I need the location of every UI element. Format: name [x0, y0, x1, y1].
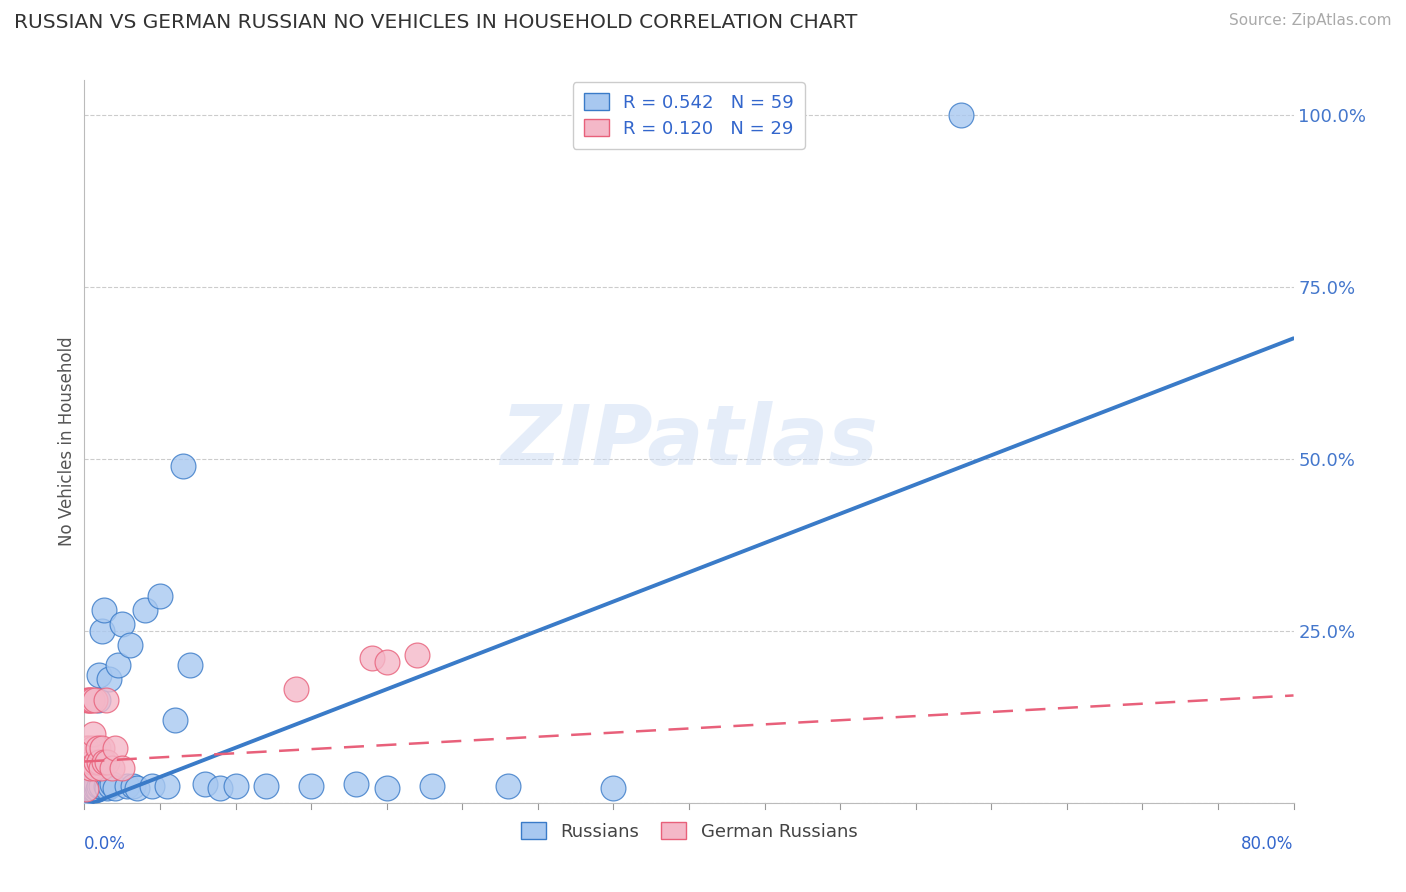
- Point: [84, 783, 107, 797]
- Point: [87, 782, 110, 797]
- Y-axis label: No Vehicles in Household: No Vehicles in Household: [58, 336, 76, 547]
- Point: [100, 761, 122, 775]
- Point: [80, 780, 103, 795]
- Point: [165, 713, 187, 727]
- Point: [285, 682, 308, 697]
- Point: [225, 779, 247, 793]
- Point: [100, 776, 122, 790]
- Point: [121, 779, 143, 793]
- Point: [360, 651, 382, 665]
- Point: [82, 773, 104, 788]
- Point: [79, 761, 101, 775]
- Point: [93, 755, 115, 769]
- Point: [77, 780, 100, 795]
- Point: [94, 692, 117, 706]
- Point: [77, 772, 100, 786]
- Point: [79, 692, 101, 706]
- Point: [77, 783, 100, 797]
- Point: [84, 692, 107, 706]
- Point: [89, 755, 111, 769]
- Point: [496, 779, 519, 793]
- Point: [115, 779, 138, 793]
- Point: [89, 779, 111, 793]
- Point: [111, 616, 134, 631]
- Point: [89, 668, 111, 682]
- Point: [79, 775, 101, 789]
- Text: ZIPatlas: ZIPatlas: [501, 401, 877, 482]
- Point: [76, 755, 98, 769]
- Point: [209, 780, 232, 795]
- Point: [77, 776, 100, 790]
- Point: [75, 740, 97, 755]
- Point: [97, 672, 120, 686]
- Point: [77, 740, 100, 755]
- Point: [80, 755, 103, 769]
- Point: [156, 779, 179, 793]
- Point: [75, 782, 97, 797]
- Point: [75, 782, 97, 797]
- Point: [254, 779, 277, 793]
- Point: [82, 740, 104, 755]
- Point: [82, 779, 104, 793]
- Point: [77, 692, 100, 706]
- Point: [80, 692, 103, 706]
- Point: [82, 782, 104, 797]
- Point: [96, 755, 118, 769]
- Text: 80.0%: 80.0%: [1241, 835, 1294, 854]
- Point: [194, 776, 217, 790]
- Point: [80, 783, 103, 797]
- Point: [118, 638, 141, 652]
- Point: [149, 590, 172, 604]
- Point: [96, 780, 118, 795]
- Point: [179, 658, 201, 673]
- Point: [375, 780, 398, 795]
- Point: [104, 780, 127, 795]
- Point: [76, 775, 98, 789]
- Point: [90, 779, 112, 793]
- Point: [82, 727, 104, 741]
- Text: RUSSIAN VS GERMAN RUSSIAN NO VEHICLES IN HOUSEHOLD CORRELATION CHART: RUSSIAN VS GERMAN RUSSIAN NO VEHICLES IN…: [14, 13, 858, 32]
- Point: [91, 740, 114, 755]
- Point: [87, 692, 110, 706]
- Point: [93, 603, 115, 617]
- Point: [172, 458, 194, 473]
- Point: [86, 755, 108, 769]
- Text: 0.0%: 0.0%: [84, 835, 127, 854]
- Point: [346, 776, 368, 790]
- Point: [79, 782, 101, 797]
- Point: [104, 740, 127, 755]
- Point: [134, 603, 156, 617]
- Point: [406, 648, 429, 662]
- Point: [420, 779, 443, 793]
- Point: [76, 785, 98, 799]
- Point: [91, 624, 114, 638]
- Point: [76, 692, 98, 706]
- Point: [86, 780, 108, 795]
- Point: [79, 779, 101, 793]
- Point: [75, 776, 97, 790]
- Point: [84, 775, 107, 789]
- Text: Source: ZipAtlas.com: Source: ZipAtlas.com: [1229, 13, 1392, 29]
- Point: [98, 779, 121, 793]
- Point: [111, 761, 134, 775]
- Point: [375, 655, 398, 669]
- Point: [127, 780, 149, 795]
- Point: [602, 780, 624, 795]
- Point: [107, 658, 129, 673]
- Legend: Russians, German Russians: Russians, German Russians: [513, 814, 865, 848]
- Point: [299, 779, 322, 793]
- Point: [94, 779, 117, 793]
- Point: [80, 776, 103, 790]
- Point: [84, 761, 107, 775]
- Point: [141, 779, 163, 793]
- Point: [86, 776, 108, 790]
- Point: [87, 740, 110, 755]
- Point: [76, 779, 98, 793]
- Point: [90, 761, 112, 775]
- Point: [950, 108, 973, 122]
